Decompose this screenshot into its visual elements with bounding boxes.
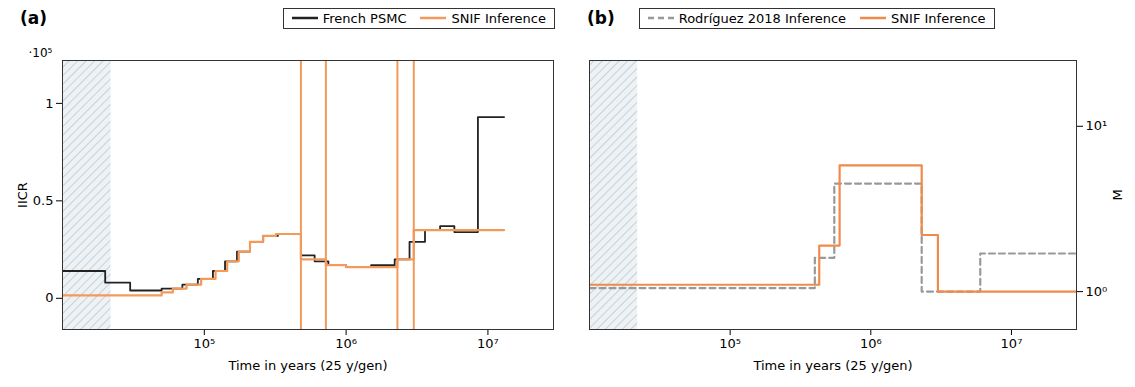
svg-text:10¹: 10¹ [1086,118,1108,133]
svg-text:10⁷: 10⁷ [477,336,499,351]
html-text:(a): (a) [20,8,47,28]
svg-text:Time in years (25 y/gen): Time in years (25 y/gen) [752,358,912,373]
svg-text:10⁶: 10⁶ [860,336,882,351]
html-text:Rodríguez 2018 Inference: Rodríguez 2018 Inference [678,10,847,26]
html-text:(b): (b) [587,8,615,28]
svg-text:0: 0 [45,290,53,305]
svg-text:0.5: 0.5 [33,193,54,208]
svg-text:10⁵: 10⁵ [719,336,741,351]
svg-text:·10⁵: ·10⁵ [29,46,53,60]
svg-text:M: M [1110,189,1125,200]
svg-text:10⁰: 10⁰ [1086,284,1108,299]
html-text:SNIF Inference: SNIF Inference [891,10,986,26]
html-text:French PSMC: French PSMC [322,10,407,26]
svg-text:IICR: IICR [15,182,30,208]
svg-text:10⁶: 10⁶ [335,336,357,351]
html-text:SNIF Inference: SNIF Inference [451,10,546,26]
svg-text:1: 1 [45,96,53,111]
svg-text:Time in years (25 y/gen): Time in years (25 y/gen) [227,358,387,373]
svg-text:10⁷: 10⁷ [1001,336,1023,351]
svg-text:10⁵: 10⁵ [193,336,215,351]
